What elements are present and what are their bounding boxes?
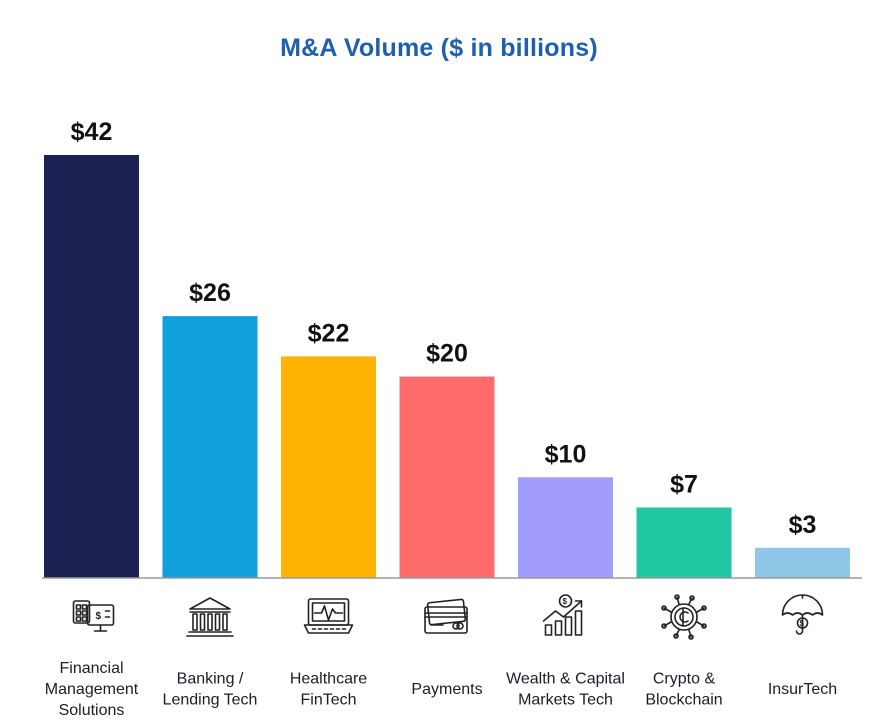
bar-value-label: $10: [545, 440, 587, 468]
category-label: Payments: [411, 681, 482, 698]
svg-text:$: $: [96, 611, 102, 622]
bar-value-label: $26: [189, 279, 231, 307]
bar-value-label: $7: [670, 471, 698, 499]
category-label: Healthcare FinTech: [290, 671, 367, 709]
heartbeat-laptop-icon: [303, 598, 354, 634]
icons-layer: $ $ $: [72, 594, 824, 640]
category-label: Banking / Lending Tech: [163, 671, 258, 709]
crypto-coin-icon: [661, 594, 707, 640]
umbrella-icon: $: [781, 594, 824, 635]
bank-building-icon: [186, 597, 234, 637]
bar: [44, 155, 139, 578]
category-label: Crypto & Blockchain: [645, 671, 722, 709]
bar: [636, 507, 732, 578]
bar-value-label: $20: [426, 340, 468, 368]
bar-value-label: $42: [71, 118, 113, 146]
bar: [518, 477, 613, 578]
credit-cards-icon: [424, 598, 468, 634]
svg-text:$: $: [800, 619, 805, 628]
svg-text:$: $: [563, 597, 568, 606]
category-label: Wealth & Capital Markets Tech: [506, 671, 625, 709]
bar-value-label: $3: [789, 511, 817, 539]
chart-title: M&A Volume ($ in billions): [280, 34, 598, 62]
category-label: Financial Management Solutions: [45, 660, 139, 719]
calculator-monitor-icon: $: [72, 600, 115, 632]
growth-chart-icon: $: [542, 594, 583, 636]
category-labels-layer: Financial Management Solutions Banking / Len…: [45, 660, 837, 719]
bar-value-label: $22: [308, 319, 350, 347]
category-label: InsurTech: [768, 681, 837, 698]
bar: [399, 376, 495, 578]
bar: [281, 356, 376, 578]
bar: [755, 547, 850, 578]
bars-layer: $42 $26 $22 $20 $10 $7 $3: [44, 118, 850, 578]
bar: [162, 316, 258, 578]
